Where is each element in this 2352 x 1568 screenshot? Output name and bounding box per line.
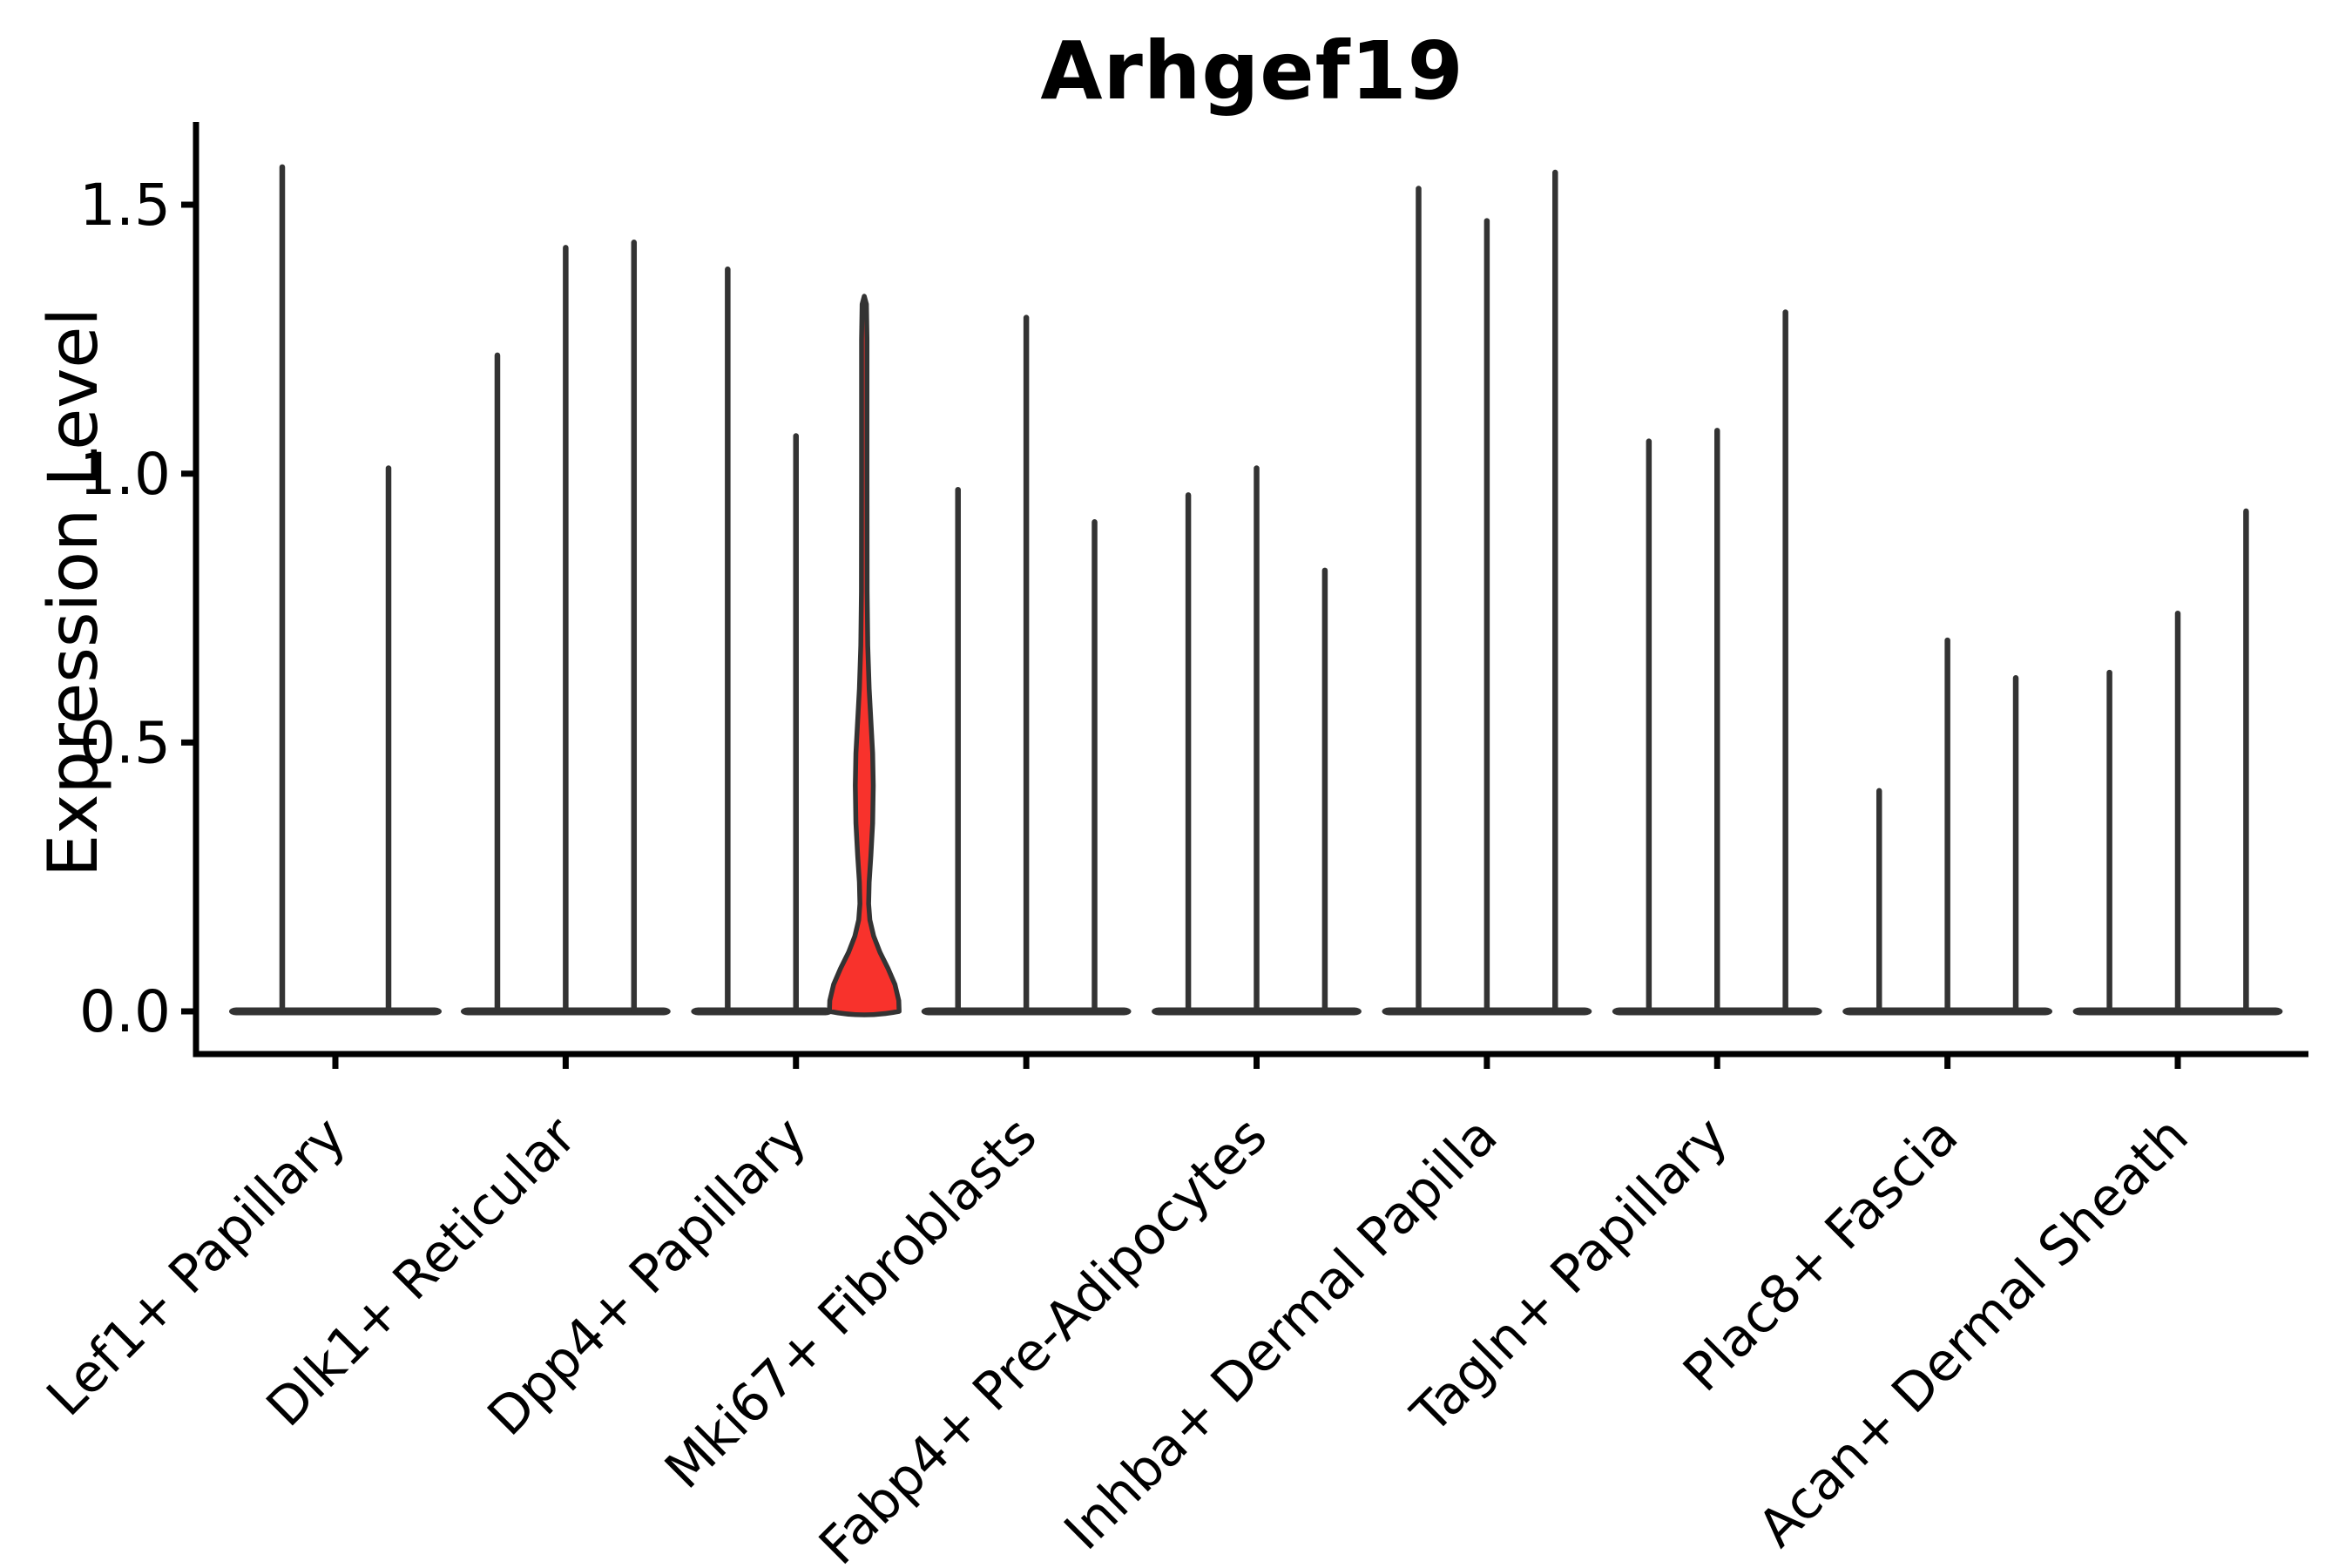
y-tick-label: 1.0 bbox=[79, 441, 171, 508]
axis-spines bbox=[193, 122, 2308, 1058]
highlighted-violin bbox=[827, 294, 902, 1017]
y-tick-label: 0.0 bbox=[79, 978, 171, 1045]
x-tick-label: Inhba+ Dermal Papilla bbox=[1053, 1105, 1510, 1562]
y-tick-label: 0.5 bbox=[79, 709, 171, 776]
violin-base bbox=[691, 1007, 833, 1016]
chart-title: Arhgef19 bbox=[1040, 24, 1464, 118]
y-tick-label: 1.5 bbox=[79, 172, 171, 239]
x-tick-label: Mki67+ Fibroblasts bbox=[653, 1105, 1049, 1501]
x-tick-label: Fabp4+ Pre-Adipocytes bbox=[808, 1105, 1279, 1568]
violin-base bbox=[229, 1007, 442, 1016]
x-tick-label: Acan+ Dermal Sheath bbox=[1747, 1105, 2200, 1559]
